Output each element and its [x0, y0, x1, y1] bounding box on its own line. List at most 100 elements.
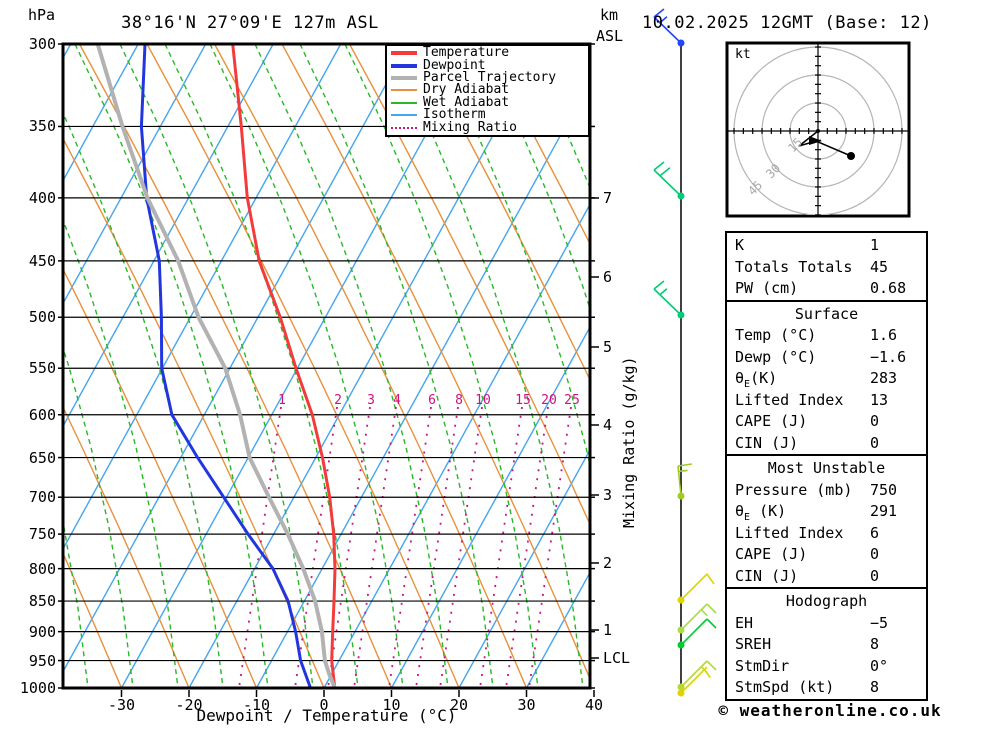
mixing-ratio-value-label: 2 [334, 393, 342, 408]
km-tick-label: 4 [603, 416, 613, 434]
hodograph-inner [728, 44, 908, 215]
temperature-tick-label: 0 [319, 696, 329, 714]
mixing-ratio-value-label: 20 [541, 393, 557, 408]
wet-adiabat-line [254, 44, 449, 688]
table-row-label: CAPE (J) [735, 545, 808, 563]
wet-adiabat-line [119, 44, 314, 688]
dry-adiabat-line [78, 44, 393, 688]
mixing-ratio-value-label: 6 [428, 393, 436, 408]
wind-barb-staff [653, 288, 682, 316]
table-row-value: −1.6 [870, 347, 907, 366]
legend-swatch-thick [391, 63, 417, 68]
table-row-value: 8 [870, 635, 880, 653]
wind-barb-staff [680, 618, 708, 646]
table-row: CIN (J) 0 [727, 566, 926, 588]
copyright-text: © weatheronline.co.uk [718, 701, 942, 720]
pressure-axis-unit: hPa [28, 6, 56, 24]
table-row-label: Temp (°C) [735, 326, 817, 344]
x-axis-label: Dewpoint / Temperature (°C) [196, 706, 457, 725]
km-tick-label: 2 [603, 554, 613, 572]
dry-adiabat-line [146, 44, 460, 688]
wet-adiabat-line [389, 44, 584, 688]
dry-adiabat-line [63, 405, 190, 688]
dry-adiabat-line [416, 44, 590, 382]
dry-adiabat-line [213, 44, 528, 688]
table-row-value: 291 [870, 502, 898, 520]
pressure-tick-label: 400 [28, 188, 56, 207]
pressure-tick-label: 300 [28, 35, 56, 53]
table-row-value: 750 [870, 480, 898, 499]
table-row: Pressure (mb) 750 [727, 480, 926, 502]
datetime-title: 10.02.2025 12GMT (Base: 12) [642, 13, 932, 33]
sounding-curves [95, 44, 337, 688]
wet-adiabat-line [63, 519, 89, 688]
wind-barb-tick [653, 8, 665, 18]
isotherm-line [255, 80, 590, 688]
pressure-tick-label: 650 [28, 448, 56, 467]
legend-swatch-thin [391, 89, 417, 92]
table-row-value: 1 [870, 236, 880, 254]
legend-item-label: Isotherm [423, 107, 486, 123]
table-row: EH −5 [727, 613, 926, 635]
wet-adiabat-line [63, 111, 224, 688]
legend-item: Mixing Ratio [387, 121, 588, 134]
table-row: θE (K) 291 [727, 501, 926, 523]
wind-barb-tick [700, 609, 708, 617]
legend-item: Parcel Trajectory [387, 71, 588, 84]
table-row-value: 0 [870, 433, 880, 452]
table-row-label: θE (K) [735, 502, 787, 523]
wind-barb-tick [677, 463, 693, 467]
wind-barb [677, 666, 712, 697]
isotherm-line [390, 325, 590, 688]
wet-adiabat-line [524, 44, 590, 190]
table-row-value: −5 [870, 613, 889, 632]
mixing-ratio-value-label: 4 [393, 393, 401, 408]
hodograph [725, 41, 911, 218]
table-section: K 1 Totals Totals 45 PW (cm) 0.68 [725, 231, 928, 302]
km-tick-label: 7 [603, 189, 613, 207]
table-row: Lifted Index 13 [727, 390, 926, 412]
mixing-ratio-value-label: 8 [455, 393, 463, 408]
table-row-value: 13 [870, 390, 889, 409]
legend-item-label: Temperature [423, 45, 510, 61]
table-row: PW (cm) 0.68 [727, 278, 926, 300]
wind-barb-tick [653, 280, 665, 290]
table-row: SREH 8 [727, 634, 926, 656]
table-section-title: Most Unstable [767, 459, 886, 477]
legend-swatch-dotted [391, 126, 417, 129]
table-row: CIN (J) 0 [727, 433, 926, 455]
pressure-tick-label: 750 [28, 525, 56, 544]
wind-barb [653, 8, 685, 47]
table-row-value: 0 [870, 412, 880, 430]
temperature-axis [120, 690, 595, 697]
dry-adiabat-line [348, 44, 590, 526]
legend-item: Dry Adiabat [387, 83, 588, 96]
table-row-label: θE(K) [735, 369, 778, 390]
wind-barb-tick [653, 161, 665, 171]
dry-adiabat-line [281, 44, 590, 681]
wet-adiabat-line [74, 44, 269, 688]
temperature-tick-label: -10 [242, 696, 271, 714]
table-section-title: Hodograph [785, 592, 868, 610]
table-row-label: Lifted Index [735, 523, 844, 542]
table-row-label: StmSpd (kt) [735, 678, 835, 696]
wind-barb-tick [703, 669, 712, 679]
wind-barb-column [653, 8, 717, 697]
wind-barb [677, 618, 717, 649]
altitude-axis-unit-asl: ASL [596, 27, 624, 45]
wet-adiabat-line [209, 44, 404, 688]
km-tick-label: 3 [603, 486, 613, 504]
isotherm-line [63, 44, 207, 305]
pressure-tick-label: 900 [28, 622, 56, 641]
pressure-tick-label: 850 [28, 592, 56, 611]
wind-barb-staff [653, 16, 682, 44]
wind-barb-tick [706, 660, 717, 671]
hodograph-unit-label: kt [735, 47, 751, 62]
wet-adiabat-line [479, 44, 590, 311]
wet-adiabat-line [344, 44, 539, 688]
wind-barb-tick [678, 469, 688, 473]
wind-barb-staff [680, 660, 708, 688]
table-row-label: K [735, 236, 745, 254]
wind-barb-tick [659, 288, 668, 296]
wind-barb-staff [653, 169, 682, 197]
